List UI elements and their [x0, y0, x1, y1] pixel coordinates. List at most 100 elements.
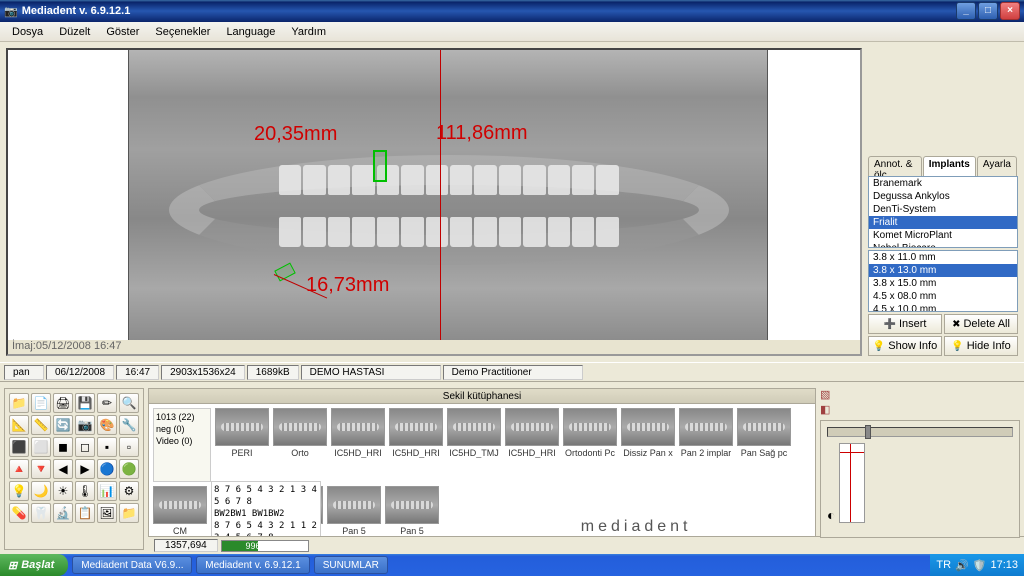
tool-button[interactable]: 🔬	[53, 503, 73, 523]
tool-button[interactable]: 🌙	[31, 481, 51, 501]
menu-duzelt[interactable]: Düzelt	[51, 26, 98, 38]
toolbox: 📁📄🖨💾✏🔍📐📏🔄📷🎨🔧⬛⬜◼◻▪▫🔺🔻◀▶🔵🟢💡🌙☀🌡📊⚙💊🦷🔬📋🖼📁	[4, 388, 144, 550]
task-button-2[interactable]: Mediadent v. 6.9.12.1	[196, 556, 309, 574]
tab-annot[interactable]: Annot. & ölç.	[868, 156, 922, 176]
menu-secenekler[interactable]: Seçenekler	[147, 26, 218, 38]
info-type: pan	[4, 365, 44, 380]
tool-button[interactable]: 🔍	[119, 393, 139, 413]
red-icon-2[interactable]: ◧	[820, 403, 1020, 416]
tool-button[interactable]: ◼	[53, 437, 73, 457]
tool-button[interactable]: 🖨	[53, 393, 73, 413]
tool-button[interactable]: 🦷	[31, 503, 51, 523]
info-bar: pan 06/12/2008 16:47 2903x1536x24 1689kB…	[0, 362, 1024, 382]
brand-item[interactable]: DenTi-System	[869, 203, 1017, 216]
tray-icon[interactable]: 🔊	[955, 559, 969, 572]
thumbnail[interactable]: IC5HD_HRI	[505, 408, 559, 482]
tool-button[interactable]: ⬛	[9, 437, 29, 457]
tab-ayarla[interactable]: Ayarla	[977, 156, 1017, 176]
task-button-3[interactable]: SUNUMLAR	[314, 556, 388, 574]
workspace: 20,35mm 111,86mm 16,73mm İmaj:05/12/2008…	[0, 42, 1024, 362]
menu-yardim[interactable]: Yardım	[283, 26, 334, 38]
brand-item[interactable]: Frialit	[869, 216, 1017, 229]
menu-language[interactable]: Language	[218, 26, 283, 38]
measurement-label-1: 20,35mm	[254, 123, 337, 146]
system-tray[interactable]: TR 🔊 🛡️ 17:13	[930, 554, 1024, 576]
start-button[interactable]: ⊞ Başlat	[0, 554, 68, 576]
size-item[interactable]: 3.8 x 11.0 mm	[869, 251, 1017, 264]
implant-sizes-list[interactable]: 3.8 x 11.0 mm3.8 x 13.0 mm3.8 x 15.0 mm4…	[868, 250, 1018, 312]
tool-button[interactable]: 🔵	[97, 459, 117, 479]
tool-button[interactable]: 🔧	[119, 415, 139, 435]
size-item[interactable]: 3.8 x 13.0 mm	[869, 264, 1017, 277]
close-button[interactable]: ×	[1000, 2, 1020, 20]
tool-button[interactable]: 🔻	[31, 459, 51, 479]
thumbnail[interactable]: CM	[153, 486, 207, 536]
titlebar-text: Mediadent v. 6.9.12.1	[18, 5, 954, 17]
delete-all-button[interactable]: ✖Delete All	[944, 314, 1018, 334]
thumbnail[interactable]: Pan 5	[327, 486, 381, 536]
tool-button[interactable]: ✏	[97, 393, 117, 413]
tool-button[interactable]: 📁	[119, 503, 139, 523]
tool-button[interactable]: ◀	[53, 459, 73, 479]
menu-dosya[interactable]: Dosya	[4, 26, 51, 38]
brand-item[interactable]: Nobel Biocare	[869, 242, 1017, 248]
thumbnail[interactable]: IC5HD_HRI	[389, 408, 443, 482]
tool-button[interactable]: 🔄	[53, 415, 73, 435]
red-icon-1[interactable]: ▧	[820, 388, 1020, 401]
xray-viewer[interactable]: 20,35mm 111,86mm 16,73mm İmaj:05/12/2008…	[6, 48, 862, 356]
tool-button[interactable]: ▪	[97, 437, 117, 457]
thumbnail[interactable]: Pan 2 implar	[679, 408, 733, 482]
tool-button[interactable]: 🖼	[97, 503, 117, 523]
tool-button[interactable]: 📁	[9, 393, 29, 413]
minimize-button[interactable]: _	[956, 2, 976, 20]
tab-implants[interactable]: Implants	[923, 156, 976, 176]
tool-button[interactable]: ▫	[119, 437, 139, 457]
tool-button[interactable]: 🔺	[9, 459, 29, 479]
brand-item[interactable]: Komet MicroPlant	[869, 229, 1017, 242]
task-button-1[interactable]: Mediadent Data V6.9...	[72, 556, 192, 574]
tool-button[interactable]: ☀	[53, 481, 73, 501]
hide-info-button[interactable]: 💡Hide Info	[944, 336, 1018, 356]
tool-button[interactable]: 📋	[75, 503, 95, 523]
tool-button[interactable]: 💡	[9, 481, 29, 501]
implant-marker[interactable]	[373, 150, 387, 182]
thumbnail[interactable]: PERI	[215, 408, 269, 482]
tool-button[interactable]: 📐	[9, 415, 29, 435]
thumbnail[interactable]: Orto	[273, 408, 327, 482]
size-item[interactable]: 4.5 x 10.0 mm	[869, 303, 1017, 312]
size-item[interactable]: 3.8 x 15.0 mm	[869, 277, 1017, 290]
histogram[interactable]	[839, 443, 865, 523]
tool-button[interactable]: ◻	[75, 437, 95, 457]
thumbnail[interactable]: IC5HD_TMJ	[447, 408, 501, 482]
tool-button[interactable]: ⬜	[31, 437, 51, 457]
implant-brands-list[interactable]: BranemarkDegussa AnkylosDenTi-SystemFria…	[868, 176, 1018, 248]
menu-goster[interactable]: Göster	[98, 26, 147, 38]
brand-item[interactable]: Branemark	[869, 177, 1017, 190]
tool-button[interactable]: 📷	[75, 415, 95, 435]
tool-button[interactable]: 💾	[75, 393, 95, 413]
tool-button[interactable]: 🎨	[97, 415, 117, 435]
thumbnail[interactable]: Ortodonti Pc	[563, 408, 617, 482]
brightness-slider[interactable]	[827, 427, 1013, 437]
contrast-icon: ◐	[827, 507, 835, 523]
size-item[interactable]: 4.5 x 08.0 mm	[869, 290, 1017, 303]
tool-button[interactable]: ▶	[75, 459, 95, 479]
thumbnail[interactable]: Pan 5	[385, 486, 439, 536]
library-title: Sekil kütüphanesi	[148, 388, 816, 404]
thumbnail[interactable]: Pan Sağ pc	[737, 408, 791, 482]
tool-button[interactable]: 💊	[9, 503, 29, 523]
tool-button[interactable]: 📏	[31, 415, 51, 435]
insert-button[interactable]: ➕Insert	[868, 314, 942, 334]
tool-button[interactable]: 🟢	[119, 459, 139, 479]
brand-item[interactable]: Degussa Ankylos	[869, 190, 1017, 203]
tool-button[interactable]: 📄	[31, 393, 51, 413]
thumbnail[interactable]: Dissiz Pan x	[621, 408, 675, 482]
tool-button[interactable]: 📊	[97, 481, 117, 501]
tool-button[interactable]: ⚙	[119, 481, 139, 501]
tool-button[interactable]: 🌡	[75, 481, 95, 501]
show-info-button[interactable]: 💡Show Info	[868, 336, 942, 356]
tray-icon[interactable]: 🛡️	[973, 559, 987, 572]
info-size: 1689kB	[247, 365, 299, 380]
maximize-button[interactable]: □	[978, 2, 998, 20]
thumbnail[interactable]: IC5HD_HRI	[331, 408, 385, 482]
